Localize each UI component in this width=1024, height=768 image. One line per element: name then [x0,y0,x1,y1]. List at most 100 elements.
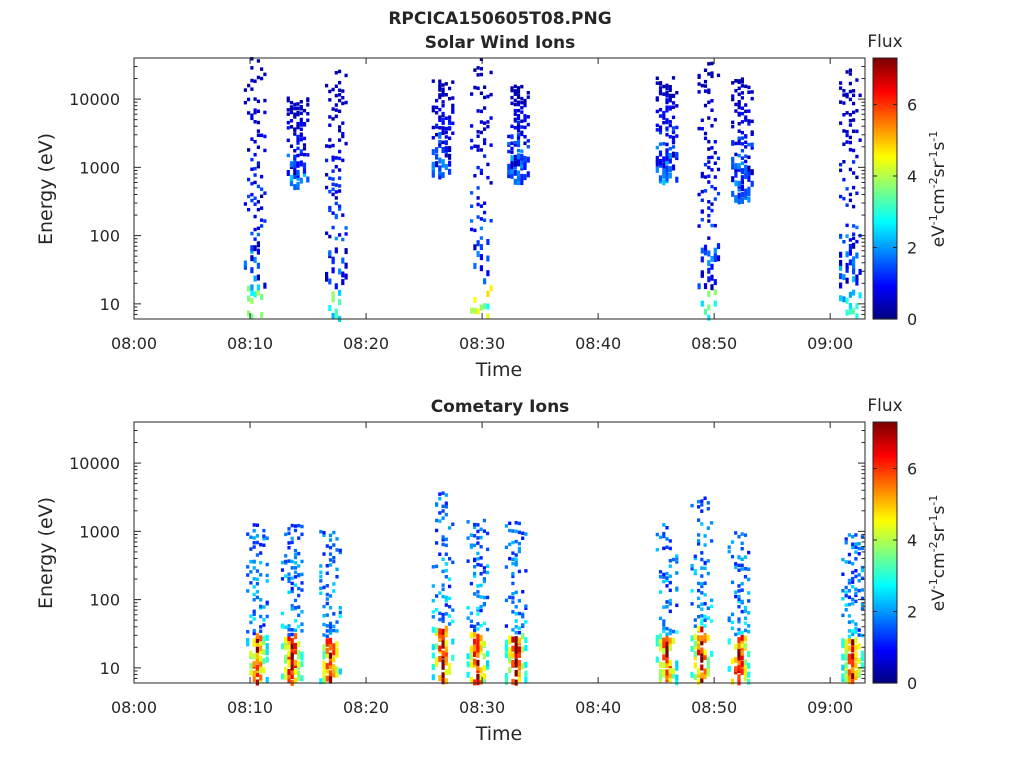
heatmap-cell [335,666,339,673]
heatmap-cell [483,85,487,89]
heatmap-cell [290,658,294,665]
heatmap-cell [665,142,669,147]
x-tick-label: 09:00 [807,334,853,353]
heatmap-cell [857,573,861,577]
heatmap-cell [297,593,301,598]
heatmap-cell [860,662,864,669]
heatmap-cell [256,184,260,189]
heatmap-cell [747,196,751,203]
heatmap-cell [476,659,480,666]
heatmap-cell [243,100,247,105]
heatmap-cell [469,533,473,537]
heatmap-cell [668,637,672,644]
heatmap-cell [508,635,512,642]
heatmap-cell [479,130,483,135]
heatmap-cell [690,635,694,642]
heatmap-cell [710,604,714,609]
heatmap-cell [431,610,435,614]
heatmap-cell [444,82,448,86]
heatmap-cell [662,546,666,551]
heatmap-cell [486,547,490,552]
heatmap-cell [302,152,307,157]
heatmap-cell [476,196,480,200]
heatmap-cell [842,89,846,93]
heatmap-cell [299,149,303,153]
heatmap-cell [734,562,738,566]
heatmap-cell [847,637,851,644]
heatmap-cell [668,539,672,543]
heatmap-cell [469,654,473,661]
heatmap-cell [517,569,521,574]
heatmap-cell [523,116,527,121]
heatmap-cell [851,661,855,667]
heatmap-cell [658,590,663,594]
heatmap-cell [482,665,486,672]
heatmap-cell [744,173,748,179]
colorbar-segment [873,613,897,617]
heatmap-cell [697,283,701,290]
heatmap-cell [857,542,861,546]
heatmap-cell [249,650,253,657]
heatmap-cell [510,124,514,129]
heatmap-cell [483,121,487,125]
colorbar-segment [873,640,897,643]
heatmap-cell [302,170,307,177]
heatmap-cell [252,545,256,549]
colorbar-segment [873,650,897,654]
heatmap-cell [473,174,477,178]
heatmap-cell [300,524,304,529]
heatmap-cell [744,118,748,122]
heatmap-cell [328,628,333,632]
heatmap-cell [737,138,741,142]
heatmap-cell [740,91,744,95]
heatmap-cell [514,658,518,665]
heatmap-cell [253,256,257,263]
heatmap-cell [287,546,291,550]
x-tick-label: 08:50 [691,334,737,353]
heatmap-cell [262,528,266,533]
heatmap-cell [665,584,669,588]
heatmap-cell [438,142,442,147]
heatmap-cell [668,88,672,92]
heatmap-cell [671,93,676,98]
heatmap-cell [262,537,266,541]
heatmap-cell [435,661,439,667]
heatmap-cell [479,109,483,114]
heatmap-cell [441,538,445,542]
heatmap-cell [750,169,754,176]
heatmap-cell [263,282,267,289]
heatmap-cell [520,162,524,169]
heatmap-cell [284,554,288,558]
heatmap-cell [854,533,858,537]
heatmap-cell [700,672,704,679]
heatmap-cell [668,96,672,100]
heatmap-cell [448,153,452,160]
heatmap-cell [514,612,518,616]
heatmap-cell [855,78,859,82]
heatmap-cell [293,159,297,166]
heatmap-cell [252,541,256,545]
heatmap-cell [479,226,483,231]
heatmap-cell [473,534,477,538]
heatmap-cell [287,572,291,576]
heatmap-cell [508,528,512,533]
colorbar-segment [873,196,897,200]
heatmap-cell [332,667,336,674]
heatmap-cell [520,130,524,135]
colorbar-segment [873,621,897,625]
heatmap-cell [848,72,852,76]
heatmap-cell [262,618,266,622]
heatmap-cell [469,676,473,683]
colorbar-segment [873,272,897,275]
heatmap-cell [658,150,663,157]
heatmap-cell [482,653,486,660]
colorbar-segment [873,145,897,149]
heatmap-cell [852,110,856,115]
heatmap-cell [479,168,483,173]
heatmap-cell [703,84,708,88]
heatmap-cell [476,73,480,77]
heatmap-cell [297,653,301,660]
heatmap-cell [338,614,342,619]
heatmap-cell [479,236,483,240]
heatmap-cell [524,620,528,624]
